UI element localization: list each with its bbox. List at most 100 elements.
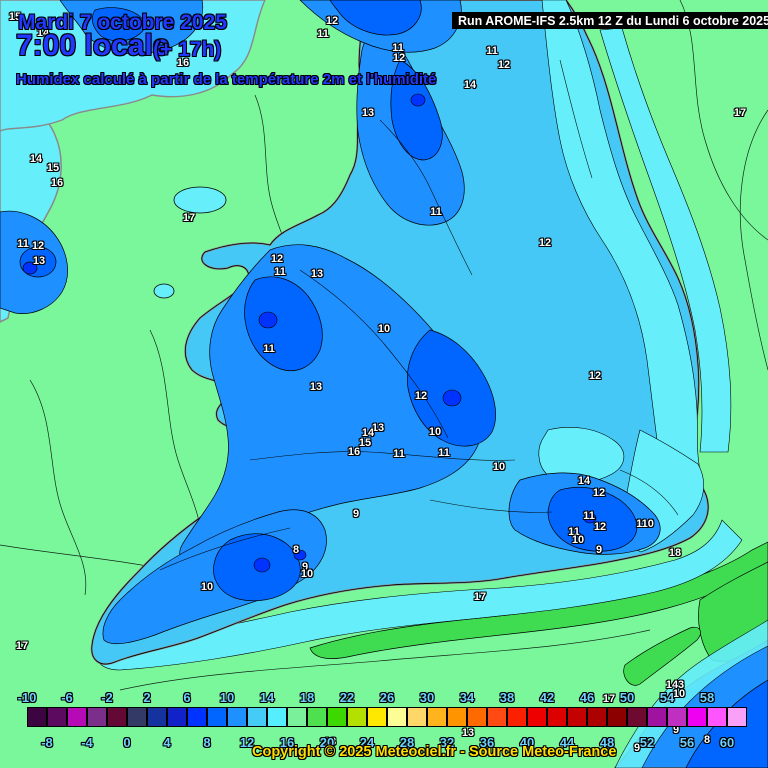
station-value-label: 13 xyxy=(32,255,46,267)
legend-tick-label: 46 xyxy=(579,690,595,705)
station-value-label: 8 xyxy=(292,544,300,556)
station-value-label: 13 xyxy=(371,422,385,434)
station-value-label: 11 xyxy=(568,526,580,538)
legend-tick-label: -8 xyxy=(41,735,53,750)
station-value-label: 12 xyxy=(392,52,406,64)
local-time-title: 7:00 locale xyxy=(16,29,170,62)
legend-tick-label: 34 xyxy=(459,690,475,705)
station-value-label: 15 xyxy=(358,437,372,449)
legend-tick-label: 58 xyxy=(699,690,715,705)
legend-color-box xyxy=(27,707,47,727)
legend-tick-label: 20 xyxy=(319,735,335,750)
station-value-label: 11 xyxy=(583,510,595,522)
legend-color-box xyxy=(527,707,547,727)
legend-tick-label: -2 xyxy=(101,690,113,705)
station-value-label: 11 xyxy=(393,448,405,460)
legend-tick-label: 60 xyxy=(719,735,735,750)
station-value-label: 11 xyxy=(263,343,275,355)
legend-tick-label: -10 xyxy=(17,690,37,705)
station-value-label: 16 xyxy=(176,57,190,69)
legend-color-box xyxy=(607,707,627,727)
station-value-label: 9 xyxy=(595,544,603,556)
station-value-label: 18 xyxy=(668,547,682,559)
legend-tick-label: 44 xyxy=(559,735,575,750)
legend-color-box xyxy=(407,707,427,727)
station-value-label: 10 xyxy=(428,426,442,438)
legend-color-box xyxy=(267,707,287,727)
station-value-label: 9 xyxy=(633,742,641,754)
legend-tick-label: 28 xyxy=(399,735,415,750)
station-value-label: 10 xyxy=(672,688,686,700)
legend-color-box xyxy=(47,707,67,727)
station-value-label: 13 xyxy=(361,107,375,119)
station-value-label: 16 xyxy=(347,446,361,458)
station-value-label: 10 xyxy=(492,461,506,473)
legend-tick-label: 2 xyxy=(143,690,151,705)
legend-color-box xyxy=(207,707,227,727)
station-value-label: 13 xyxy=(461,727,475,739)
model-run-info-bar: Run AROME-IFS 2.5km 12 Z du Lundi 6 octo… xyxy=(452,12,768,29)
station-value-label: 17 xyxy=(473,591,487,603)
copyright-text: Copyright © 2025 Meteociel.fr - Source M… xyxy=(252,744,617,760)
legend-tick-label: 6 xyxy=(183,690,191,705)
legend-color-box xyxy=(307,707,327,727)
legend-tick-label: 22 xyxy=(339,690,355,705)
legend-tick-label: 24 xyxy=(359,735,375,750)
station-value-label: 14 xyxy=(36,27,50,39)
station-value-label: 14 xyxy=(29,153,43,165)
station-value-label: 17 xyxy=(182,212,196,224)
legend-tick-label: 18 xyxy=(299,690,315,705)
legend-color-box xyxy=(667,707,687,727)
legend-color-box xyxy=(247,707,267,727)
legend-color-box xyxy=(427,707,447,727)
station-value-label: 9 xyxy=(301,561,309,573)
station-value-label: 14 xyxy=(577,475,591,487)
legend-color-box xyxy=(327,707,347,727)
station-value-label: 10 xyxy=(377,323,391,335)
station-value-label: 8 xyxy=(703,734,711,746)
station-value-label: 110 xyxy=(636,518,654,530)
legend-tick-label: 42 xyxy=(539,690,555,705)
legend-tick-label: 16 xyxy=(279,735,295,750)
station-value-label: 17 xyxy=(15,640,29,652)
station-value-label: 12 xyxy=(497,59,511,71)
legend-color-box xyxy=(367,707,387,727)
forecast-offset-label: (+ 17h) xyxy=(153,38,222,61)
station-value-label: 12 xyxy=(593,521,607,533)
station-value-label: 11 xyxy=(392,42,404,54)
date-title: Mardi 7 octobre 2025 xyxy=(18,11,227,34)
legend-color-box xyxy=(287,707,307,727)
legend-tick-label: 32 xyxy=(439,735,455,750)
legend-tick-label: 26 xyxy=(379,690,395,705)
legend-color-box xyxy=(167,707,187,727)
station-value-label: 143 xyxy=(665,679,685,691)
legend-tick-label: 56 xyxy=(679,735,695,750)
station-value-label: 9 xyxy=(672,724,680,736)
station-value-label: 12 xyxy=(270,253,284,265)
station-value-label: 12 xyxy=(325,15,339,27)
legend-color-box xyxy=(107,707,127,727)
legend-tick-label: 52 xyxy=(639,735,655,750)
station-value-label: 14 xyxy=(361,427,375,439)
legend-tick-label: 36 xyxy=(479,735,495,750)
legend-tick-label: 10 xyxy=(219,690,235,705)
legend-color-box xyxy=(127,707,147,727)
station-value-label: 10 xyxy=(200,581,214,593)
station-value-label: 12 xyxy=(588,370,602,382)
station-value-label: 17 xyxy=(733,107,747,119)
legend-tick-label: 0 xyxy=(123,735,131,750)
station-value-label: 14 xyxy=(463,79,477,91)
legend-color-box xyxy=(687,707,707,727)
legend-tick-label: 38 xyxy=(499,690,515,705)
legend-tick-label: -4 xyxy=(81,735,93,750)
station-value-label: 13 xyxy=(310,268,324,280)
legend-tick-label: 8 xyxy=(203,735,211,750)
station-value-label: 12 xyxy=(592,487,606,499)
station-value-label: 15 xyxy=(8,11,22,23)
legend-tick-label: 40 xyxy=(519,735,535,750)
legend-color-box xyxy=(487,707,507,727)
station-value-label: 11 xyxy=(274,266,286,278)
legend-color-box xyxy=(467,707,487,727)
